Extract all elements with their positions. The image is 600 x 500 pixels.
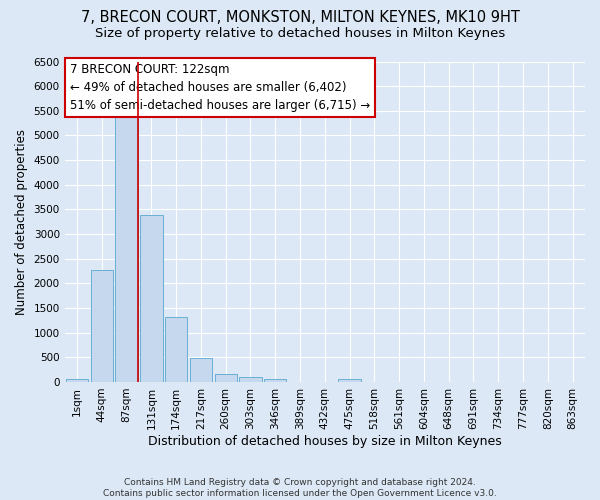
Text: 7 BRECON COURT: 122sqm
← 49% of detached houses are smaller (6,402)
51% of semi-: 7 BRECON COURT: 122sqm ← 49% of detached…: [70, 63, 370, 112]
Bar: [264, 379, 286, 382]
Bar: [66, 379, 88, 382]
Text: 7, BRECON COURT, MONKSTON, MILTON KEYNES, MK10 9HT: 7, BRECON COURT, MONKSTON, MILTON KEYNES…: [80, 10, 520, 25]
Bar: [91, 270, 113, 382]
Bar: [140, 216, 163, 382]
Text: Size of property relative to detached houses in Milton Keynes: Size of property relative to detached ho…: [95, 28, 505, 40]
Bar: [165, 318, 187, 382]
Bar: [338, 379, 361, 382]
Bar: [190, 358, 212, 382]
Bar: [215, 374, 237, 382]
Y-axis label: Number of detached properties: Number of detached properties: [15, 128, 28, 314]
X-axis label: Distribution of detached houses by size in Milton Keynes: Distribution of detached houses by size …: [148, 434, 502, 448]
Text: Contains HM Land Registry data © Crown copyright and database right 2024.
Contai: Contains HM Land Registry data © Crown c…: [103, 478, 497, 498]
Bar: [115, 114, 138, 382]
Bar: [239, 377, 262, 382]
